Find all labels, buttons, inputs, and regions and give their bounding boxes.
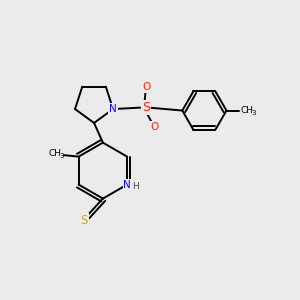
Text: O: O xyxy=(150,122,158,132)
Text: 3: 3 xyxy=(60,153,64,159)
Text: N: N xyxy=(123,180,131,190)
Text: N: N xyxy=(109,104,117,114)
Text: H: H xyxy=(133,182,139,190)
Text: CH: CH xyxy=(49,149,62,158)
Text: 3: 3 xyxy=(251,110,256,116)
Text: S: S xyxy=(81,214,88,227)
Text: O: O xyxy=(143,82,151,92)
Text: S: S xyxy=(142,101,150,114)
Text: CH: CH xyxy=(241,106,254,115)
